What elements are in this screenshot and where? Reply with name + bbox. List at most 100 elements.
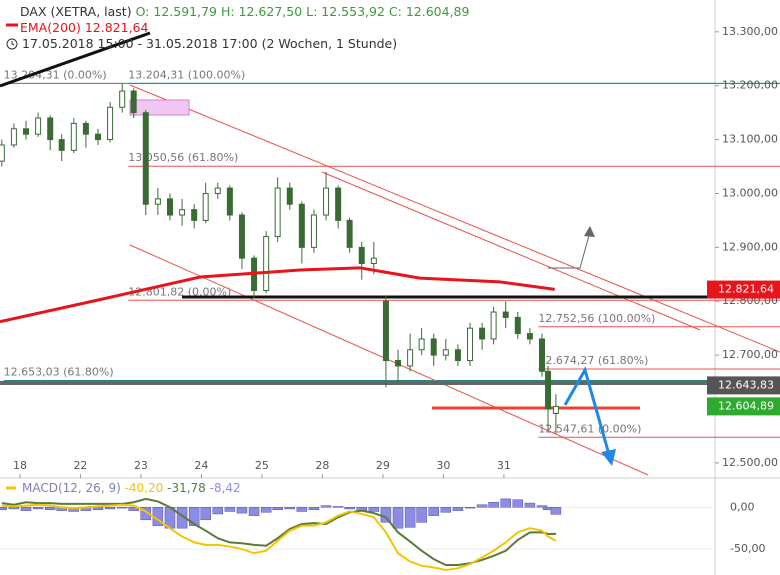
price-tag-label: 12.821,64 xyxy=(718,283,774,296)
histogram-bar xyxy=(104,507,116,510)
pointer-arrowhead xyxy=(584,226,595,237)
histogram-bar xyxy=(536,505,548,508)
forecast-arrowhead xyxy=(601,449,616,466)
y-tick-label: -50,00 xyxy=(730,542,765,555)
histogram-bar xyxy=(512,499,524,508)
level-label: 12.547,61 (0.00%) xyxy=(538,422,641,435)
histogram-bar xyxy=(260,507,272,513)
candle-body xyxy=(202,192,209,221)
histogram-bar xyxy=(404,507,416,528)
candle-body xyxy=(286,187,293,205)
candle-body xyxy=(310,214,317,248)
candle-body xyxy=(454,349,461,362)
candle-body xyxy=(467,327,474,362)
level-label: 12.674,27 (61.80%) xyxy=(538,354,648,367)
period: 17.05.2018 15:00 - 31.05.2018 17:00 xyxy=(22,36,258,51)
forecast-arrow xyxy=(563,366,612,459)
candle-body xyxy=(346,219,353,248)
candle-body xyxy=(214,187,221,194)
x-tick-label: 18 xyxy=(13,459,27,472)
candle-body xyxy=(0,144,5,162)
pointer-line xyxy=(548,231,591,269)
x-tick-label: 31 xyxy=(497,459,511,472)
levels: 13.204,31 (0.00%) 13.204,31 (100.00%) 13.0… xyxy=(3,68,780,438)
macd-legend: MACD(12, 26, 9) -40,20 -31,78 -8,42 xyxy=(22,481,241,495)
histogram-bar xyxy=(296,507,308,512)
histogram-bar xyxy=(284,507,296,510)
candle-body xyxy=(545,370,552,410)
candle-body xyxy=(47,117,54,141)
y-tick-label: 13.000,00 xyxy=(722,186,778,199)
y-tick-label: 13.100,00 xyxy=(722,133,778,146)
ohlc: L: 12.553,92 xyxy=(306,4,385,19)
candle-body xyxy=(395,360,402,367)
histogram-bar xyxy=(32,507,44,510)
candle-body xyxy=(107,106,114,141)
candle-body xyxy=(263,236,270,291)
candle-body xyxy=(370,257,377,265)
candle-body xyxy=(35,117,42,135)
histogram-bar xyxy=(272,507,283,511)
histogram-bar xyxy=(116,507,128,509)
y-tick-label: 0,00 xyxy=(730,500,755,513)
price-tag xyxy=(707,376,780,395)
candle-body xyxy=(142,112,149,205)
histogram-bar xyxy=(308,507,320,511)
candle-body xyxy=(70,122,77,151)
indicator-value: 12.821,64 xyxy=(84,20,149,35)
histogram-bar xyxy=(188,507,200,526)
ohlc: H: 12.627,50 xyxy=(220,4,303,19)
histogram-bar xyxy=(44,507,56,511)
candle-body xyxy=(502,311,509,318)
candle-body xyxy=(238,214,245,259)
histogram-bar xyxy=(140,507,152,521)
histogram-bar xyxy=(476,504,488,508)
histogram-bar xyxy=(248,507,260,516)
candles xyxy=(0,83,559,434)
trend-line xyxy=(0,31,151,88)
y-tick-label: 13.200,00 xyxy=(722,79,778,92)
histogram-bar xyxy=(428,507,439,516)
level-label: 13.050,56 (61.80%) xyxy=(128,151,238,164)
candle-body xyxy=(191,209,198,221)
legend-row: EMA(200) 12.821,64 xyxy=(20,20,148,36)
channel-line xyxy=(129,84,780,353)
candle-body xyxy=(10,128,17,146)
x-tick-label: 30 xyxy=(436,459,450,472)
axes: 12.500,0012.600,0012.700,0012.800,0012.9… xyxy=(13,25,780,478)
histogram-bar xyxy=(368,507,380,512)
candle-body xyxy=(514,316,521,335)
candle-body xyxy=(154,198,161,205)
y-tick-label: 12.900,00 xyxy=(722,240,778,253)
x-tick-label: 22 xyxy=(73,459,87,472)
candle-body xyxy=(23,128,30,135)
candle-body xyxy=(119,90,126,108)
candle-body xyxy=(58,139,65,151)
macd-panel: 0,00 -50,00 xyxy=(0,497,765,571)
candle-body xyxy=(274,187,281,238)
highlight-box xyxy=(129,99,190,116)
candle-body xyxy=(179,209,186,216)
macd-value: -40,20 xyxy=(124,481,164,495)
price-tag xyxy=(707,280,780,299)
price-tag-label: 12.604,89 xyxy=(718,399,774,412)
candle-body xyxy=(82,122,89,135)
candle-body xyxy=(226,187,233,216)
level-label: 12.653,03 (61.80%) xyxy=(4,365,114,378)
x-tick-label: 23 xyxy=(134,459,148,472)
ohlc: O: 12.591,79 xyxy=(135,4,217,19)
legend-row: 17.05.2018 15:00 - 31.05.2018 17:00 (2 W… xyxy=(22,36,397,52)
price-tag xyxy=(707,397,780,416)
clock-hands xyxy=(11,41,15,46)
histogram-bar xyxy=(200,507,211,521)
candle-body xyxy=(552,405,559,414)
histogram-bar xyxy=(320,505,332,508)
candle-body xyxy=(298,203,305,248)
histogram-value: -8,42 xyxy=(209,481,241,495)
candle-body xyxy=(94,133,101,141)
candle-body xyxy=(490,311,497,340)
histogram-bar xyxy=(8,507,20,510)
histogram-bar xyxy=(500,498,511,508)
level-label: 13.204,31 (100.00%) xyxy=(128,68,245,81)
